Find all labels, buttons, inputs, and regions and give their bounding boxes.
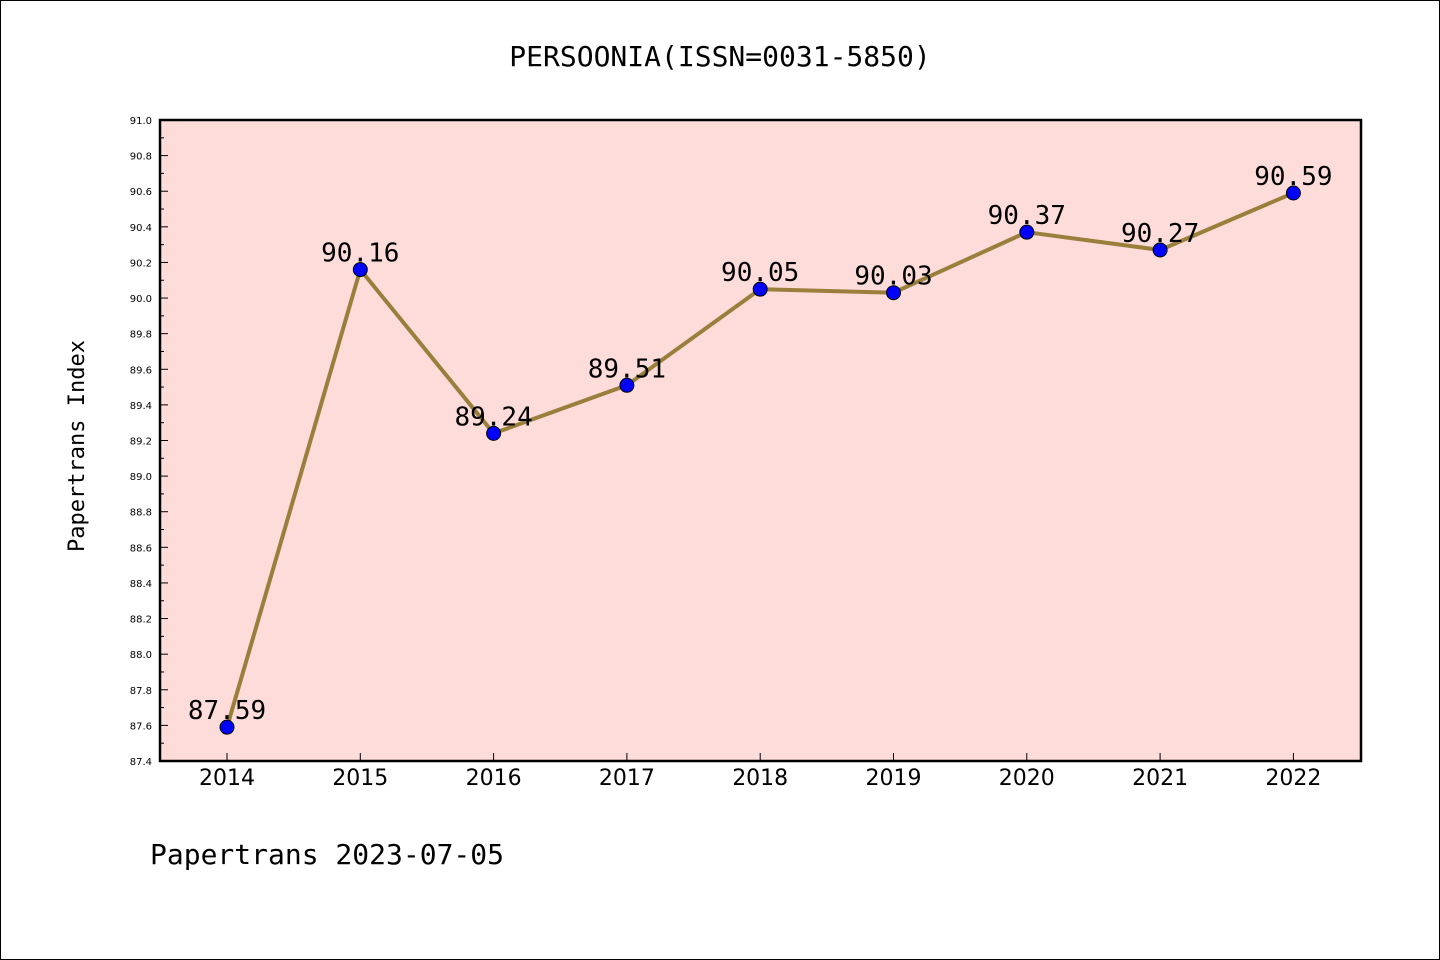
y-tick-label: 87.6 (130, 721, 152, 732)
data-label: 89.51 (588, 354, 666, 384)
plot-area (160, 120, 1361, 761)
x-tick-label: 2020 (999, 766, 1055, 791)
x-tick-label: 2016 (466, 766, 522, 791)
series-layer (219, 185, 1301, 735)
y-tick-label: 88.0 (130, 650, 152, 661)
plot-border (158, 118, 1363, 763)
chart-title: PERSOONIA(ISSN=0031-5850) (509, 40, 930, 73)
data-label: 89.24 (454, 402, 532, 432)
data-label: 90.27 (1121, 219, 1199, 249)
data-point (1152, 242, 1168, 258)
data-point (886, 285, 901, 301)
x-tick-label: 2019 (866, 766, 922, 791)
y-tick-label: 90.6 (130, 187, 152, 198)
x-tick-label: 2015 (332, 766, 388, 791)
y-axis-label: Papertrans Index (65, 340, 90, 552)
x-tick-label: 2022 (1265, 766, 1321, 791)
data-label: 90.37 (988, 201, 1066, 231)
footer-credit: Papertrans 2023-07-05 (150, 838, 504, 871)
data-point (619, 377, 635, 393)
y-tick-label: 88.8 (130, 508, 152, 519)
y-tick-label: 88.6 (130, 543, 152, 554)
data-label: 90.59 (1254, 162, 1332, 192)
y-tick-label: 89.6 (130, 365, 152, 376)
data-labels: 87.59 90.16 89.24 89.51 90.05 90.03 90.37 90.27… (188, 162, 1333, 726)
data-label: 87.59 (188, 696, 266, 726)
x-tick-label: 2017 (599, 766, 655, 791)
data-point (1285, 185, 1301, 201)
y-tick-label: 89.4 (130, 401, 152, 412)
y-tick-label: 89.0 (130, 472, 152, 483)
y-axis: 87.4 87.6 87.8 88.0 88.2 88.4 88.6 88.8 89.0 89.2… (130, 116, 168, 768)
y-tick-label: 90.8 (130, 152, 152, 163)
y-tick-label: 89.8 (130, 330, 152, 341)
data-point (486, 425, 502, 441)
data-point (1019, 224, 1035, 240)
y-tick-label: 90.4 (130, 223, 152, 234)
y-tick-label: 91.0 (130, 116, 152, 127)
x-tick-label: 2014 (199, 766, 255, 791)
x-tick-label: 2021 (1132, 766, 1188, 791)
data-label: 90.03 (854, 262, 932, 292)
data-label: 90.05 (721, 258, 799, 288)
x-tick-label: 2018 (732, 766, 788, 791)
y-tick-label: 87.4 (130, 757, 152, 768)
data-point (752, 281, 768, 297)
x-axis: 2014 2015 2016 2017 2018 2019 2020 2021 2022 (199, 753, 1321, 791)
y-tick-label: 88.4 (130, 579, 152, 590)
y-tick-label: 89.2 (130, 437, 152, 448)
data-point (352, 262, 368, 278)
y-tick-label: 90.0 (130, 294, 152, 305)
y-tick-label: 87.8 (130, 686, 152, 697)
data-label: 90.16 (321, 239, 399, 269)
y-tick-label: 88.2 (130, 615, 152, 626)
y-tick-label: 90.2 (130, 258, 152, 269)
data-point (219, 719, 235, 735)
